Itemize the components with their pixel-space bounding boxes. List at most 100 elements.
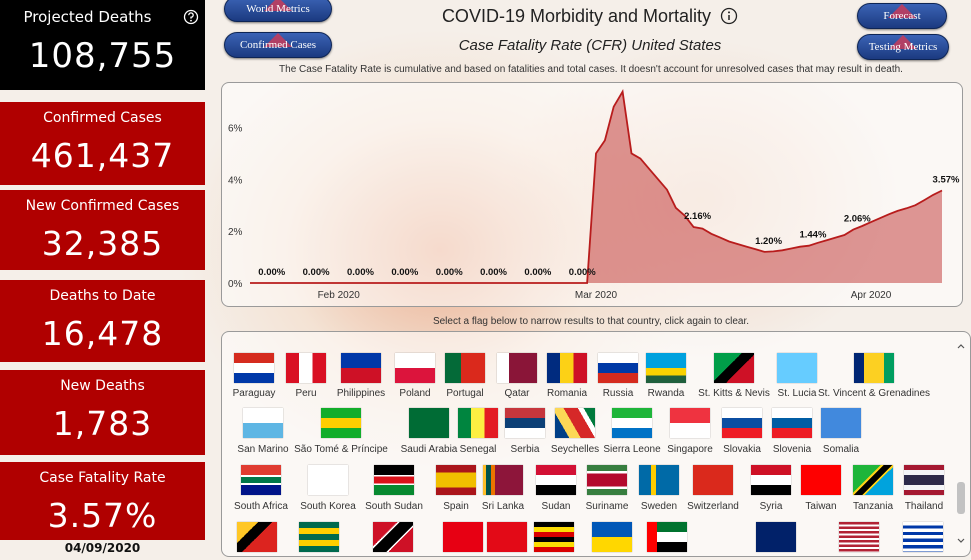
flag[interactable]	[756, 522, 796, 552]
button-label[interactable]: World Metrics	[246, 3, 310, 15]
flag[interactable]	[801, 465, 841, 495]
flag[interactable]	[839, 522, 879, 552]
flag[interactable]	[445, 353, 485, 383]
country-name[interactable]: Sierra Leone	[603, 444, 660, 455]
country-name[interactable]: Taiwan	[805, 501, 836, 512]
flag[interactable]	[243, 408, 283, 438]
country-name[interactable]: Portugal	[446, 388, 483, 399]
scrollbar[interactable]	[954, 334, 968, 554]
flag[interactable]	[241, 465, 281, 495]
country-name[interactable]: Peru	[295, 388, 316, 399]
flag[interactable]	[904, 465, 944, 495]
flag[interactable]	[714, 353, 754, 383]
flag[interactable]	[373, 522, 413, 552]
country-name[interactable]: Sweden	[641, 501, 677, 512]
flag[interactable]	[458, 408, 498, 438]
country-name[interactable]: St. Vincent & Grenadines	[818, 388, 930, 399]
flag[interactable]	[505, 408, 545, 438]
x-tick-label: Feb 2020	[318, 290, 361, 301]
nav-button[interactable]: World Metrics	[224, 0, 332, 22]
country-name[interactable]: Suriname	[586, 501, 629, 512]
flag[interactable]	[587, 465, 627, 495]
flag[interactable]	[555, 408, 595, 438]
kpi-label: Case Fatality Rate	[39, 470, 165, 486]
flag[interactable]	[395, 353, 435, 383]
button-label[interactable]: Confirmed Cases	[240, 39, 316, 51]
subtitle: Case Fatality Rate (CFR) United States	[340, 37, 840, 54]
country-name[interactable]: Slovenia	[773, 444, 811, 455]
country-name[interactable]: Switzerland	[687, 501, 739, 512]
country-name[interactable]: Serbia	[511, 444, 540, 455]
country-name[interactable]: St. Kitts & Nevis	[698, 388, 770, 399]
flag[interactable]	[374, 465, 414, 495]
country-name[interactable]: St. Lucia	[778, 388, 817, 399]
country-name[interactable]: Poland	[399, 388, 430, 399]
flag[interactable]	[308, 465, 348, 495]
country-name[interactable]: Syria	[760, 501, 783, 512]
flag[interactable]	[443, 522, 483, 552]
flag[interactable]	[547, 353, 587, 383]
kpi-card: New Deaths 1,783	[0, 370, 205, 455]
flag[interactable]	[854, 353, 894, 383]
flag[interactable]	[237, 522, 277, 552]
flag[interactable]	[436, 465, 476, 495]
flag[interactable]	[534, 522, 574, 552]
nav-button[interactable]: Forecast	[857, 3, 947, 29]
flag[interactable]	[777, 353, 817, 383]
country-name[interactable]: Thailand	[905, 501, 943, 512]
country-name[interactable]: Rwanda	[648, 388, 685, 399]
country-name[interactable]: Sri Lanka	[482, 501, 524, 512]
country-name[interactable]: Senegal	[460, 444, 497, 455]
flag[interactable]	[341, 353, 381, 383]
flag[interactable]	[751, 465, 791, 495]
flag[interactable]	[903, 522, 943, 552]
country-name[interactable]: Qatar	[504, 388, 529, 399]
flag[interactable]	[722, 408, 762, 438]
flag[interactable]	[234, 353, 274, 383]
flag[interactable]	[592, 522, 632, 552]
country-name[interactable]: Sudan	[542, 501, 571, 512]
flag[interactable]	[409, 408, 449, 438]
flag[interactable]	[536, 465, 576, 495]
flag[interactable]	[693, 465, 733, 495]
flag[interactable]	[487, 522, 527, 552]
country-name[interactable]: Russia	[603, 388, 634, 399]
flag[interactable]	[821, 408, 861, 438]
flag[interactable]	[299, 522, 339, 552]
flag[interactable]	[321, 408, 361, 438]
kpi-label: Projected Deaths	[23, 8, 151, 26]
country-name[interactable]: Tanzania	[853, 501, 893, 512]
country-name[interactable]: Saudi Arabia	[401, 444, 458, 455]
country-name[interactable]: Slovakia	[723, 444, 761, 455]
country-name[interactable]: Seychelles	[551, 444, 599, 455]
flag[interactable]	[647, 522, 687, 552]
flag[interactable]	[598, 353, 638, 383]
country-name[interactable]: Romania	[547, 388, 587, 399]
country-name[interactable]: Spain	[443, 501, 469, 512]
flag[interactable]	[772, 408, 812, 438]
country-name[interactable]: Somalia	[823, 444, 859, 455]
flag[interactable]	[612, 408, 652, 438]
flag[interactable]	[639, 465, 679, 495]
country-name[interactable]: South Africa	[234, 501, 288, 512]
country-name[interactable]: Singapore	[667, 444, 713, 455]
button-label[interactable]: Forecast	[883, 10, 920, 22]
flag[interactable]	[853, 465, 893, 495]
flag[interactable]	[670, 408, 710, 438]
flag[interactable]	[483, 465, 523, 495]
flag[interactable]	[497, 353, 537, 383]
nav-button[interactable]: Testing Metrics	[857, 34, 949, 60]
help-icon[interactable]	[183, 9, 199, 25]
flag[interactable]	[646, 353, 686, 383]
kpi-label: Deaths to Date	[49, 288, 155, 304]
flag[interactable]	[286, 353, 326, 383]
country-name[interactable]: São Tomé & Príncipe	[294, 444, 388, 455]
button-label[interactable]: Testing Metrics	[869, 41, 938, 53]
country-name[interactable]: San Marino	[237, 444, 288, 455]
country-name[interactable]: Paraguay	[233, 388, 276, 399]
nav-button[interactable]: Confirmed Cases	[224, 32, 332, 58]
country-name[interactable]: Philippines	[337, 388, 385, 399]
country-name[interactable]: South Sudan	[365, 501, 423, 512]
country-name[interactable]: South Korea	[300, 501, 356, 512]
info-icon[interactable]	[720, 7, 738, 25]
